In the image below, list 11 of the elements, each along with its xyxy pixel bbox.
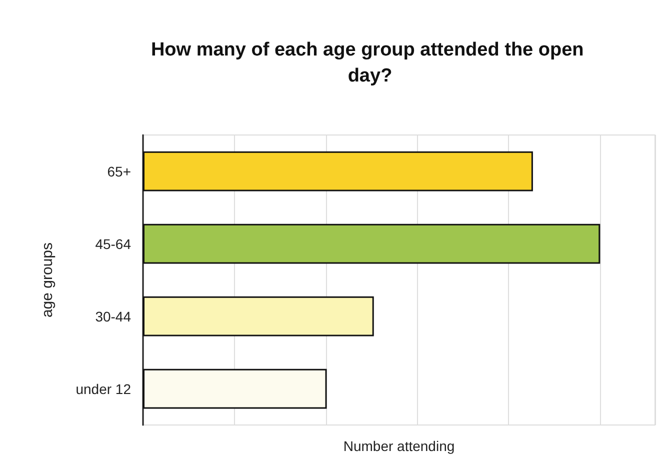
y-tick-label: 45-64 xyxy=(95,236,132,252)
y-axis-title: age groups xyxy=(39,242,56,318)
y-tick-label: 30-44 xyxy=(95,308,132,324)
bar xyxy=(143,368,327,409)
bar xyxy=(143,151,533,192)
bar xyxy=(143,296,374,336)
chart-title: How many of each age group attended the open day? xyxy=(150,40,590,86)
y-tick-label: under 12 xyxy=(76,380,132,397)
bar xyxy=(143,224,600,264)
y-tick-label: 65+ xyxy=(107,163,131,180)
x-axis-title: Number attending xyxy=(343,438,455,454)
